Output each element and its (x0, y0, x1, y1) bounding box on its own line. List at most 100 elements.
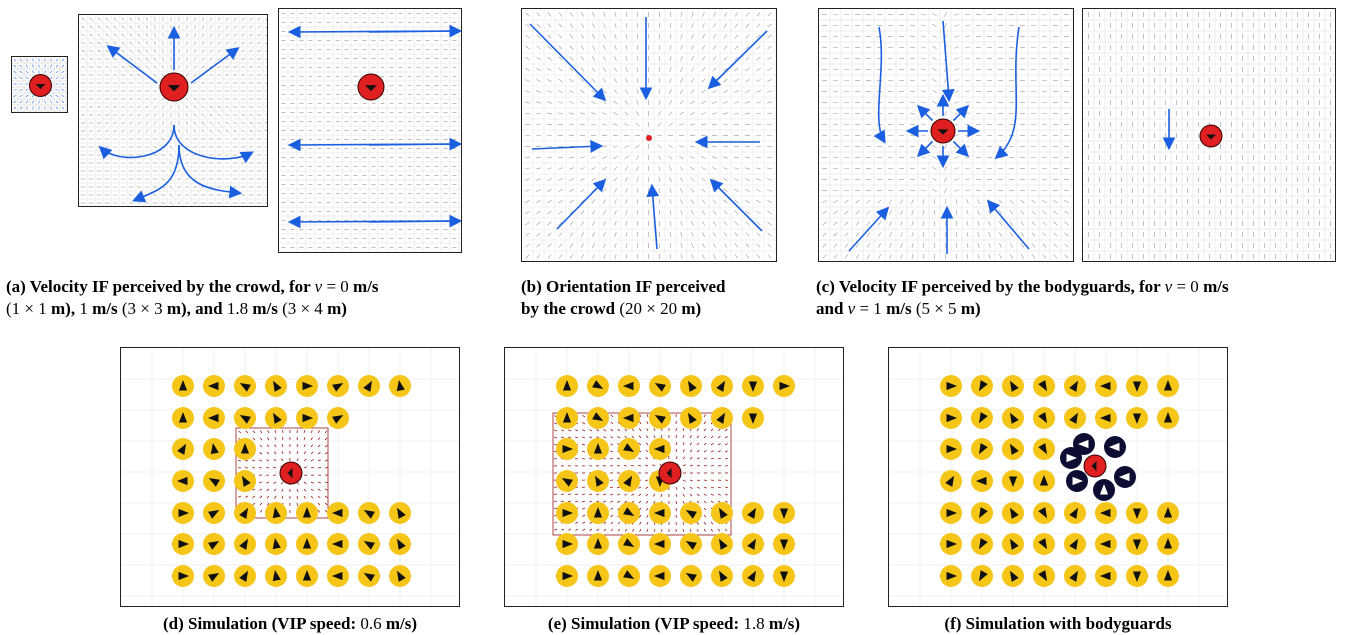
field-vector (55, 58, 59, 62)
agent-direction-icon (779, 381, 791, 391)
field-vector (89, 25, 93, 29)
field-vector (145, 65, 149, 69)
field-vector (185, 105, 189, 109)
field-vector (878, 254, 881, 259)
field-vector (178, 64, 180, 70)
influence-vector (317, 437, 321, 441)
field-vector (525, 56, 530, 61)
influence-vector (310, 437, 313, 441)
field-vector (225, 113, 229, 117)
influence-vector (638, 442, 642, 446)
caption-d-label: (d) (162, 614, 184, 633)
influence-vector (259, 437, 263, 441)
agent-direction-icon (685, 572, 697, 582)
field-vector (105, 33, 109, 37)
agent-direction-icon (1069, 412, 1079, 424)
field-vector (734, 67, 739, 72)
field-vector (756, 210, 761, 215)
field-vector (756, 79, 761, 82)
field-vector (50, 58, 52, 62)
field-vector (25, 64, 29, 68)
field-vector (162, 128, 164, 134)
field-vector (898, 24, 905, 27)
influence-vector (617, 521, 621, 525)
field-vector (153, 57, 157, 61)
field-vector (249, 41, 253, 45)
influence-vector (274, 430, 277, 434)
field-vector (690, 112, 695, 115)
field-vector (690, 156, 695, 159)
influence-vector (724, 493, 728, 496)
field-vector (691, 34, 694, 39)
field-vector (932, 144, 937, 149)
field-vector (636, 220, 639, 227)
field-vector (201, 33, 205, 37)
field-vector (525, 167, 530, 170)
field-vector (233, 41, 237, 45)
influence-vector (603, 436, 607, 439)
field-vector (525, 200, 530, 203)
field-vector (89, 41, 93, 45)
field-vector (745, 210, 750, 215)
field-vector (129, 57, 133, 61)
influence-vector (646, 428, 649, 432)
caption-b-l2b: (20 × 20 (619, 299, 678, 318)
field-vector (169, 153, 173, 157)
field-vector (546, 156, 553, 159)
agent-direction-icon (1009, 538, 1019, 550)
field-vector (558, 188, 563, 193)
influence-vector (610, 507, 614, 510)
field-vector (13, 77, 17, 79)
caption-a-l2h: m/s (252, 299, 278, 318)
field-vector (700, 123, 707, 126)
field-vector (932, 23, 937, 28)
field-vector (241, 17, 245, 21)
influence-vector (717, 493, 721, 496)
field-vector (898, 189, 905, 192)
field-vector (558, 178, 563, 181)
field-vector (986, 178, 993, 181)
field-vector (844, 199, 849, 204)
field-vector (192, 186, 198, 188)
influence-vector (717, 443, 721, 446)
agent-direction-icon (331, 571, 343, 581)
agent-direction-icon (208, 572, 220, 582)
field-vector (690, 67, 695, 72)
agent-direction-icon (363, 572, 375, 582)
field-vector (691, 243, 694, 248)
field-vector (975, 112, 982, 115)
field-vector (855, 210, 860, 215)
field-vector (745, 90, 750, 93)
influence-vector (682, 521, 685, 526)
agent-direction-icon (1099, 539, 1111, 549)
influence-vector (252, 502, 256, 506)
influence-vector (259, 481, 263, 484)
field-vector (767, 23, 772, 28)
field-vector (265, 129, 267, 132)
field-vector (602, 67, 607, 72)
field-vector (61, 64, 65, 68)
field-vector (756, 90, 761, 93)
influence-vector (689, 456, 693, 460)
field-vector (201, 41, 205, 45)
influence-vector (317, 481, 321, 484)
field-vector (636, 166, 639, 171)
field-vector (734, 156, 739, 159)
field-vector (233, 33, 237, 37)
vip-direction-icon (937, 129, 949, 135)
field-vector (625, 210, 628, 215)
flow-arrow (916, 140, 934, 158)
field-vector (680, 45, 683, 50)
field-vector (744, 112, 751, 115)
field-vector (49, 100, 53, 104)
influence-vector (660, 434, 663, 439)
influence-vector (610, 493, 614, 496)
field-vector (898, 178, 905, 181)
field-vector (104, 106, 110, 108)
influence-vector (582, 415, 586, 418)
field-vector (1064, 200, 1069, 203)
field-vector (569, 232, 574, 237)
field-vector (240, 106, 246, 108)
field-vector (723, 78, 728, 83)
influence-vector (638, 493, 642, 497)
